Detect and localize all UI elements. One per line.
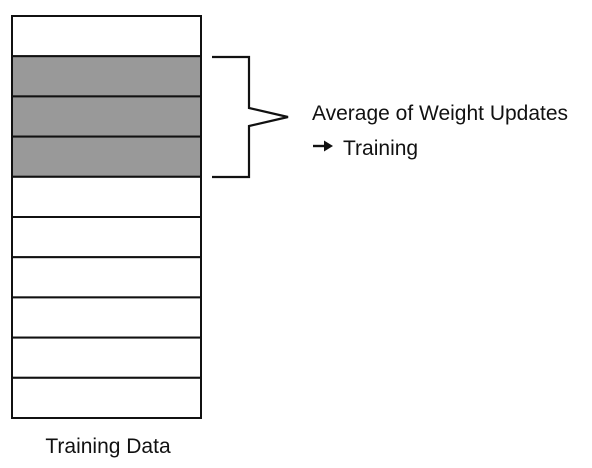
data-block	[11, 376, 202, 419]
data-block	[11, 256, 202, 299]
data-block	[11, 216, 202, 259]
data-block	[11, 296, 202, 339]
data-block	[11, 336, 202, 379]
right-arrow-icon	[313, 140, 333, 152]
data-block	[11, 15, 202, 58]
grouping-bracket	[212, 55, 289, 179]
highlighted-data-block	[11, 135, 202, 178]
data-block	[11, 175, 202, 219]
caption: Training Data	[45, 435, 171, 458]
highlighted-data-block	[11, 95, 202, 138]
annotation-line2: Training	[343, 137, 418, 160]
training-data-stack	[11, 15, 202, 419]
highlighted-data-block	[11, 55, 202, 98]
annotation-line1: Average of Weight Updates	[312, 102, 568, 125]
